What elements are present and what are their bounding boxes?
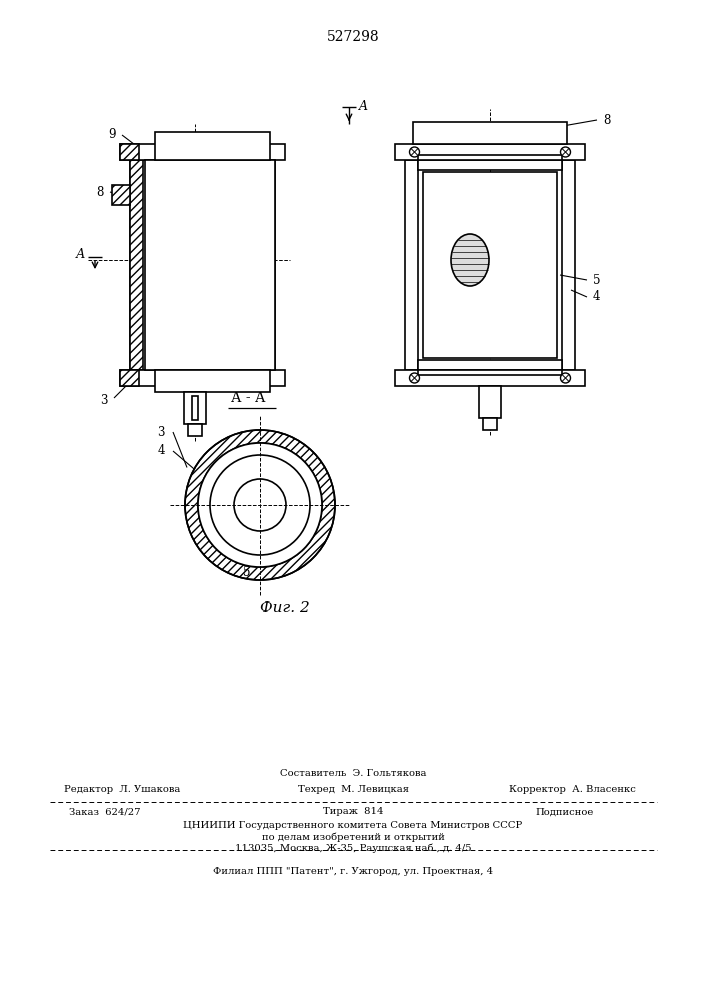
- Bar: [479, 386, 501, 418]
- Text: 3: 3: [100, 393, 108, 406]
- Text: Корректор  А. Власенкс: Корректор А. Власенкс: [508, 784, 636, 794]
- Text: 5: 5: [593, 273, 600, 286]
- Text: Тираж  814: Тираж 814: [323, 808, 383, 816]
- Ellipse shape: [451, 234, 489, 286]
- Bar: [562, 160, 575, 370]
- Text: 5: 5: [243, 566, 250, 578]
- Text: Заказ  624/27: Заказ 624/27: [69, 808, 141, 816]
- Bar: [155, 370, 270, 392]
- Text: 527298: 527298: [327, 30, 380, 44]
- Text: A: A: [359, 100, 368, 112]
- Bar: [192, 396, 198, 420]
- Bar: [405, 160, 418, 370]
- Bar: [120, 144, 285, 160]
- Text: Фиг. 2: Фиг. 2: [260, 601, 310, 615]
- Bar: [120, 370, 139, 386]
- Text: А - А: А - А: [230, 391, 265, 405]
- Circle shape: [198, 443, 322, 567]
- Bar: [395, 370, 585, 386]
- Bar: [130, 160, 275, 370]
- Text: 3: 3: [158, 426, 165, 438]
- Bar: [418, 370, 562, 375]
- Text: 113035, Москва, Ж-35, Раушская наб., д. 4/5: 113035, Москва, Ж-35, Раушская наб., д. …: [235, 843, 472, 853]
- Circle shape: [210, 455, 310, 555]
- Text: 4: 4: [593, 290, 600, 304]
- Text: Техред  М. Левицкая: Техред М. Левицкая: [298, 784, 409, 794]
- Bar: [418, 155, 562, 160]
- Text: Филиал ППП "Патент", г. Ужгород, ул. Проектная, 4: Филиал ППП "Патент", г. Ужгород, ул. Про…: [213, 867, 493, 876]
- Bar: [184, 392, 206, 424]
- Text: Редактор  Л. Ушакова: Редактор Л. Ушакова: [64, 784, 180, 794]
- Bar: [188, 424, 202, 436]
- Circle shape: [561, 373, 571, 383]
- Text: 8: 8: [97, 186, 104, 198]
- Bar: [418, 360, 562, 370]
- Bar: [112, 185, 130, 205]
- Bar: [423, 172, 557, 358]
- Bar: [413, 122, 567, 144]
- Bar: [130, 160, 143, 370]
- Text: Составитель  Э. Гольтякова: Составитель Э. Гольтякова: [280, 768, 426, 778]
- Bar: [418, 160, 562, 170]
- Bar: [120, 144, 139, 160]
- Bar: [145, 160, 275, 370]
- Circle shape: [409, 373, 419, 383]
- Text: по делам изобретений и открытий: по делам изобретений и открытий: [262, 832, 445, 842]
- Text: 9: 9: [108, 127, 116, 140]
- Bar: [120, 370, 285, 386]
- Circle shape: [561, 147, 571, 157]
- Text: А: А: [76, 247, 85, 260]
- Text: ЦНИИПИ Государственного комитета Совета Министров СССР: ЦНИИПИ Государственного комитета Совета …: [183, 822, 522, 830]
- Text: 8: 8: [603, 113, 610, 126]
- Circle shape: [234, 479, 286, 531]
- Text: 4: 4: [158, 444, 165, 458]
- Bar: [395, 144, 585, 160]
- Circle shape: [409, 147, 419, 157]
- Bar: [483, 418, 497, 430]
- Wedge shape: [185, 430, 335, 580]
- Text: Подписное: Подписное: [536, 808, 594, 816]
- Bar: [155, 132, 270, 160]
